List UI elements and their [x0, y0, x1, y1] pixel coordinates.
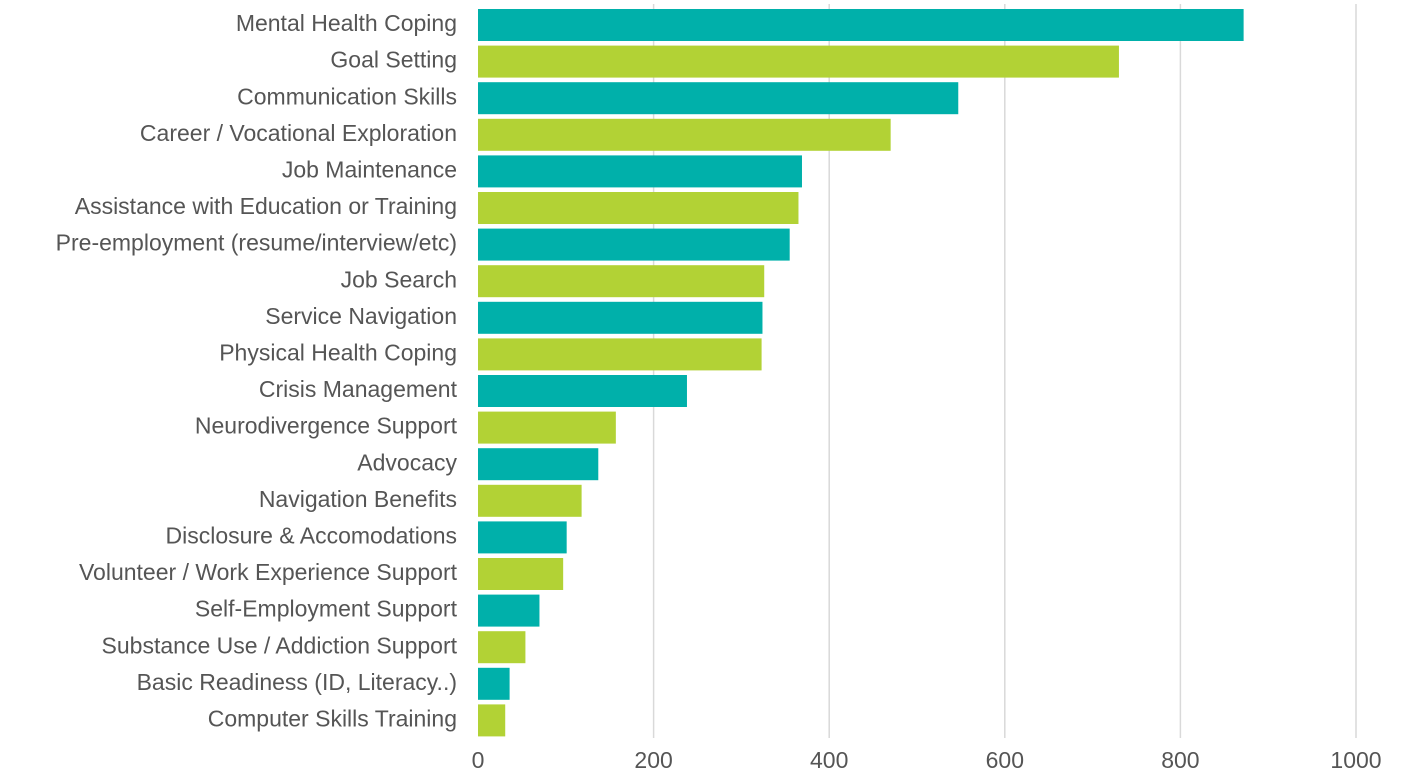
- bar: [478, 338, 762, 371]
- bar: [478, 9, 1244, 41]
- bar: [478, 667, 510, 700]
- category-label: Substance Use / Addiction Support: [102, 632, 458, 658]
- x-tick-label: 400: [810, 747, 848, 773]
- category-label: Volunteer / Work Experience Support: [79, 559, 458, 585]
- bar: [478, 265, 765, 298]
- category-label: Basic Readiness (ID, Literacy..): [137, 669, 457, 695]
- category-label: Communication Skills: [237, 83, 457, 109]
- bars: [478, 9, 1244, 737]
- category-label: Physical Health Coping: [219, 339, 457, 365]
- category-label: Service Navigation: [265, 303, 457, 329]
- category-label: Computer Skills Training: [208, 705, 457, 731]
- x-tick-label: 1000: [1330, 747, 1381, 773]
- bar: [478, 192, 799, 224]
- x-tick-label: 800: [1161, 747, 1199, 773]
- bar: [478, 375, 687, 407]
- category-label: Career / Vocational Exploration: [140, 120, 457, 146]
- category-label: Crisis Management: [259, 376, 458, 402]
- bar: [478, 155, 802, 188]
- category-label: Goal Setting: [330, 47, 457, 73]
- bar: [478, 704, 506, 737]
- category-label: Advocacy: [357, 449, 457, 475]
- x-tick-label: 600: [986, 747, 1024, 773]
- bar: [478, 631, 526, 664]
- bar: [478, 118, 891, 151]
- category-label: Job Search: [341, 266, 457, 292]
- x-tick-label: 0: [472, 747, 485, 773]
- category-label: Navigation Benefits: [259, 486, 457, 512]
- bar: [478, 45, 1119, 78]
- category-label: Assistance with Education or Training: [75, 193, 457, 219]
- bar: [478, 484, 582, 517]
- category-label: Pre-employment (resume/interview/etc): [56, 230, 457, 256]
- x-tick-label: 200: [634, 747, 672, 773]
- x-axis-ticks: 0 200 400 600 800 1000: [472, 747, 1382, 773]
- category-label: Neurodivergence Support: [195, 413, 458, 439]
- bar: [478, 521, 567, 554]
- bar: [478, 448, 599, 481]
- category-label: Mental Health Coping: [236, 10, 457, 36]
- category-label: Disclosure & Accomodations: [166, 522, 457, 548]
- bar: [478, 228, 790, 261]
- category-label: Job Maintenance: [282, 156, 457, 182]
- bar: [478, 558, 564, 590]
- bar: [478, 411, 616, 444]
- bar: [478, 301, 763, 334]
- bar: [478, 82, 959, 115]
- category-labels: Mental Health Coping Goal Setting Communic…: [56, 10, 458, 731]
- category-label: Self-Employment Support: [195, 596, 458, 622]
- bar: [478, 594, 540, 627]
